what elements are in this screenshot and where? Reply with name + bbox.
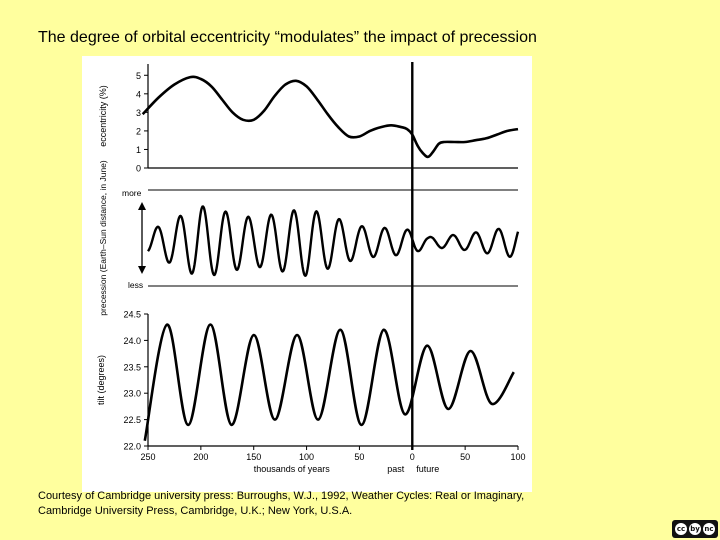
- past-label: past: [387, 464, 405, 474]
- attribution-icon: by: [689, 523, 701, 535]
- x-tick-label-0: 250: [140, 452, 155, 462]
- slide-title: The degree of orbital eccentricity “modu…: [38, 29, 537, 46]
- eccentricity-tick-label-3: 3: [136, 108, 141, 118]
- x-tick-label-1: 200: [193, 452, 208, 462]
- precession-arrow-down-icon: [138, 266, 146, 274]
- tilt-axis-label: tilt (degrees): [96, 355, 106, 405]
- x-tick-label-7: 100: [510, 452, 525, 462]
- caption: Courtesy of Cambridge university press: …: [38, 489, 658, 519]
- tilt-tick-label-24.5: 24.5: [123, 310, 141, 320]
- future-label: future: [416, 464, 439, 474]
- eccentricity-tick-label-1: 1: [136, 145, 141, 155]
- tilt-tick-label-22.5: 22.5: [123, 415, 141, 425]
- precession-line: [147, 205, 520, 278]
- tilt-tick-label-23.5: 23.5: [123, 362, 141, 372]
- caption-line-2: Cambridge University Press, Cambridge, U…: [38, 505, 353, 517]
- eccentricity-axis-label: eccentricity (%): [98, 85, 108, 147]
- cc-icon: cc: [675, 523, 687, 535]
- eccentricity-tick-label-0: 0: [136, 164, 141, 174]
- x-tick-label-3: 100: [299, 452, 314, 462]
- tilt-tick-label-22.0: 22.0: [123, 442, 141, 452]
- eccentricity-tick-label-2: 2: [136, 126, 141, 136]
- x-tick-label-4: 50: [354, 452, 364, 462]
- caption-line-1: Courtesy of Cambridge university press: …: [38, 490, 525, 502]
- eccentricity-tick-label-4: 4: [136, 89, 141, 99]
- eccentricity-line: [141, 75, 519, 159]
- tilt-tick-label-24.0: 24.0: [123, 336, 141, 346]
- cc-license-badge[interactable]: cc by nc: [672, 520, 718, 538]
- x-tick-label-5: 0: [410, 452, 415, 462]
- x-tick-label-2: 150: [246, 452, 261, 462]
- x-tick-label-6: 50: [460, 452, 470, 462]
- tilt-tick-label-23.0: 23.0: [123, 389, 141, 399]
- chart-svg: 0 1 2 3 4 5 eccentricity (%) more less precession…: [96, 62, 526, 474]
- precession-less-label: less: [128, 280, 143, 290]
- noncommercial-icon: nc: [703, 523, 715, 535]
- eccentricity-tick-label-5: 5: [136, 71, 141, 81]
- chart-figure: 0 1 2 3 4 5 eccentricity (%) more less precession…: [82, 56, 532, 492]
- x-axis-label: thousands of years: [254, 464, 331, 474]
- precession-axis-label: precession (Earth–Sun distance, in June): [98, 160, 108, 316]
- tilt-line: [143, 323, 515, 441]
- precession-more-label: more: [122, 188, 142, 198]
- precession-arrow-up-icon: [138, 202, 146, 210]
